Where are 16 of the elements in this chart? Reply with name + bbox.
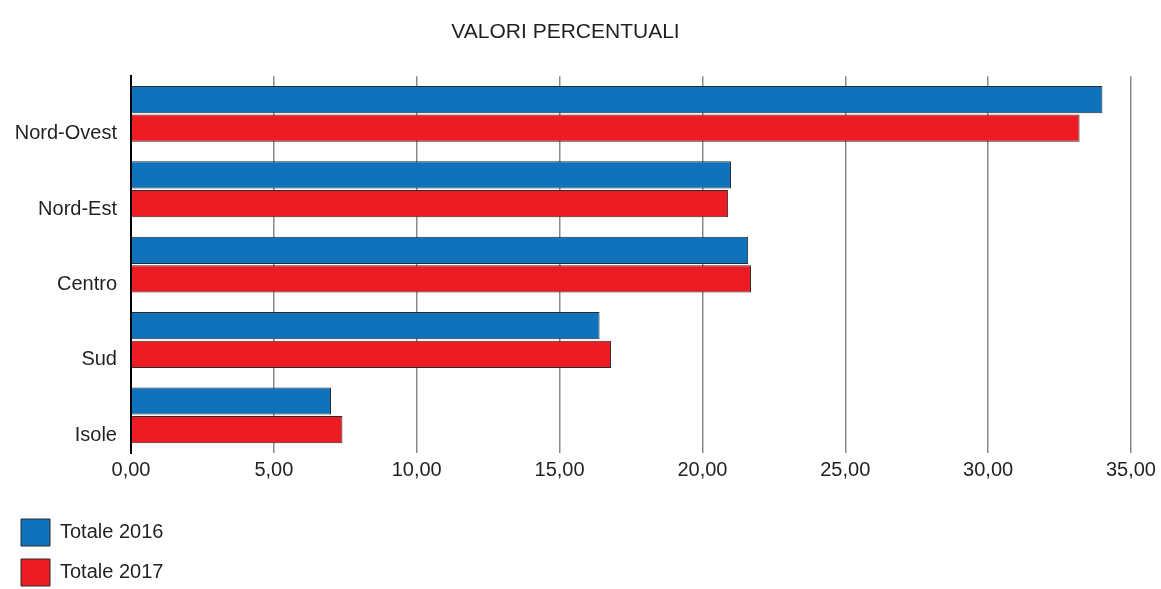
y-tick-label: Nord-Ovest bbox=[14, 121, 118, 144]
y-tick-label: Nord-Est bbox=[38, 196, 118, 219]
x-tick-label: 30,00 bbox=[963, 457, 1014, 480]
y-tick-label: Isole bbox=[74, 422, 117, 445]
x-tick-label: 25,00 bbox=[820, 457, 871, 480]
chart-title: VALORI PERCENTUALI bbox=[451, 19, 680, 43]
x-tick-label: 15,00 bbox=[534, 457, 585, 480]
x-tick-label: 20,00 bbox=[677, 457, 728, 480]
y-tick-label: Centro bbox=[56, 272, 117, 295]
y-tick-label: Sud bbox=[81, 347, 117, 370]
x-tick-label: 5,00 bbox=[254, 457, 294, 480]
x-tick-label: 10,00 bbox=[391, 457, 442, 480]
legend-label: Totale 2016 bbox=[60, 520, 164, 543]
x-tick-label: 0,00 bbox=[111, 457, 151, 480]
x-tick-label: 35,00 bbox=[1105, 457, 1157, 480]
legend-label: Totale 2017 bbox=[60, 560, 164, 583]
